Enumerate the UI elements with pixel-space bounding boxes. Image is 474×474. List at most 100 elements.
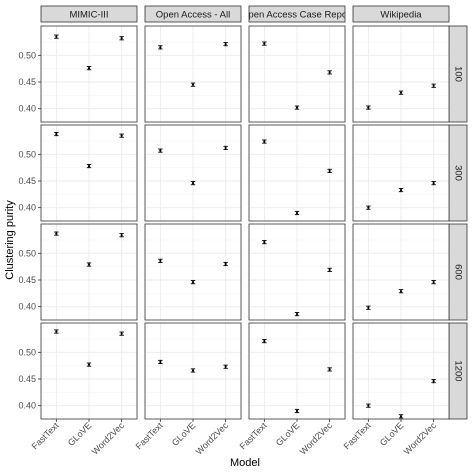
data-point-glove xyxy=(86,362,92,367)
data-point-glove xyxy=(294,210,300,216)
facet-strip-bg xyxy=(248,5,346,23)
facet-row-label: 300 xyxy=(453,165,464,181)
panel-border xyxy=(248,124,346,222)
data-point-fasttext xyxy=(366,403,371,408)
y-tick-label: 0.40 xyxy=(18,302,36,312)
point-marker xyxy=(295,106,299,109)
facet-col-label: Open Access - All xyxy=(156,10,230,21)
panel-border xyxy=(144,25,242,123)
data-point-fasttext xyxy=(366,105,371,110)
facet-strip-mimic-iii: MIMIC-III xyxy=(40,5,138,23)
facet-strip-row-1200: 1200 xyxy=(448,322,468,420)
point-marker xyxy=(191,369,195,372)
point-marker xyxy=(191,182,195,185)
y-tick-label: 0.40 xyxy=(18,401,36,411)
point-marker xyxy=(432,182,435,185)
point-marker xyxy=(224,43,227,46)
point-marker xyxy=(263,340,266,343)
y-tick-label: 0.50 xyxy=(18,149,36,159)
facet-row-label: 100 xyxy=(453,66,464,82)
point-marker xyxy=(55,132,58,136)
panel-border xyxy=(352,223,450,321)
point-marker xyxy=(120,134,123,137)
data-point-fasttext xyxy=(54,132,59,137)
x-axis-title: Model xyxy=(230,457,260,469)
data-point-fasttext xyxy=(366,205,371,210)
point-marker xyxy=(295,313,299,316)
panel-open-access-case-report-100 xyxy=(248,25,346,123)
point-marker xyxy=(159,46,162,49)
data-point-fasttext xyxy=(158,359,163,364)
y-tick-label: 0.40 xyxy=(18,104,36,114)
data-point-word2vec xyxy=(119,331,124,336)
data-point-word2vec xyxy=(327,168,332,173)
panel-border xyxy=(248,25,346,123)
facet-strip-open-access-case-report: Open Access Case Report xyxy=(248,5,346,23)
data-point-fasttext xyxy=(54,329,59,334)
point-marker xyxy=(263,241,266,244)
data-point-fasttext xyxy=(158,45,163,50)
data-point-fasttext xyxy=(54,231,59,236)
y-tick-label: 0.45 xyxy=(18,374,36,384)
data-point-fasttext xyxy=(54,34,59,39)
point-marker xyxy=(191,83,195,86)
panel-open-access-all-600 xyxy=(144,223,242,321)
point-marker xyxy=(367,306,370,309)
panels-layer: MIMIC-III Open Access - All Open Access Ca… xyxy=(18,5,468,457)
data-point-glove xyxy=(398,90,404,95)
y-tick-label: 0.50 xyxy=(18,248,36,258)
data-point-glove xyxy=(294,408,300,414)
panel-wikipedia-600 xyxy=(352,223,450,321)
data-point-fasttext xyxy=(262,240,267,245)
panel-mimic-iii-600 xyxy=(40,223,138,321)
x-tick-label: GLoVE xyxy=(378,420,406,448)
point-marker xyxy=(399,91,403,94)
point-marker xyxy=(328,268,331,271)
facet-strip-bg xyxy=(144,5,242,23)
panel-open-access-all-1200 xyxy=(144,322,242,420)
data-point-glove xyxy=(86,164,92,169)
point-marker xyxy=(328,71,331,74)
data-point-fasttext xyxy=(262,339,267,344)
data-point-word2vec xyxy=(327,70,332,75)
point-marker xyxy=(328,368,331,371)
x-tick-label: FastText xyxy=(30,420,61,451)
data-point-word2vec xyxy=(223,261,228,267)
panel-open-access-case-report-300 xyxy=(248,124,346,222)
y-axis-title: Clustering purity xyxy=(4,200,16,280)
point-marker xyxy=(399,188,403,192)
point-marker xyxy=(399,415,403,418)
point-marker xyxy=(55,35,58,38)
panel-open-access-all-100 xyxy=(144,25,242,123)
panel-border xyxy=(352,25,450,123)
point-marker xyxy=(87,263,91,266)
y-tick-label: 0.50 xyxy=(18,347,36,357)
data-point-word2vec xyxy=(431,379,436,384)
data-point-fasttext xyxy=(366,305,371,310)
panel-mimic-iii-1200 xyxy=(40,322,138,420)
x-tick-label: Word2Vec xyxy=(90,420,127,457)
panel-wikipedia-100 xyxy=(352,25,450,123)
x-tick-label: FastText xyxy=(238,420,269,451)
data-point-glove xyxy=(190,181,196,186)
x-tick-label: FastText xyxy=(342,420,373,451)
point-marker xyxy=(191,281,195,284)
facet-row-label: 600 xyxy=(453,264,464,280)
point-marker xyxy=(367,106,370,109)
data-point-glove xyxy=(86,262,92,267)
facet-strip-row-300: 300 xyxy=(448,124,468,222)
point-marker xyxy=(295,211,299,215)
panel-border xyxy=(248,223,346,321)
x-tick-label: GLoVE xyxy=(66,420,94,448)
y-tick-label: 0.45 xyxy=(18,77,36,87)
panel-border xyxy=(352,124,450,222)
facet-col-label: Wikipedia xyxy=(380,10,422,21)
panel-open-access-all-300 xyxy=(144,124,242,222)
data-point-word2vec xyxy=(223,145,228,150)
data-point-glove xyxy=(294,105,300,110)
x-tick-label: GLoVE xyxy=(170,420,198,448)
x-tick-label: FastText xyxy=(134,420,165,451)
point-marker xyxy=(87,363,91,366)
panel-open-access-case-report-1200 xyxy=(248,322,346,420)
facet-strip-bg xyxy=(40,5,138,23)
